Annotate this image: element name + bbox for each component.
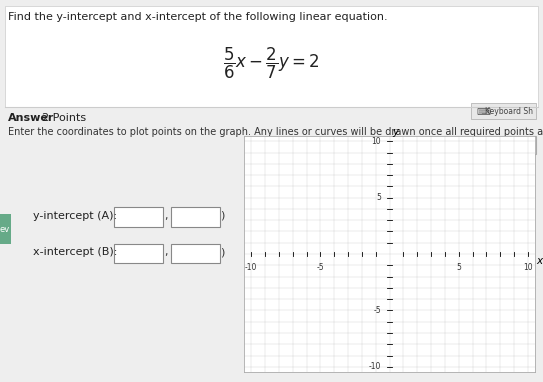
Text: x: x xyxy=(536,256,542,266)
Text: 5: 5 xyxy=(456,263,461,272)
FancyBboxPatch shape xyxy=(114,207,163,227)
Text: y-intercept (A):: y-intercept (A): xyxy=(33,211,117,221)
Text: ,: , xyxy=(164,247,167,257)
Text: -10: -10 xyxy=(369,362,381,371)
Text: 5: 5 xyxy=(376,193,381,202)
Text: ,: , xyxy=(164,211,167,221)
FancyBboxPatch shape xyxy=(471,103,536,119)
Text: ⌨: ⌨ xyxy=(476,107,490,117)
Text: 10: 10 xyxy=(523,263,533,272)
Text: ): ) xyxy=(220,247,225,257)
FancyBboxPatch shape xyxy=(114,244,163,263)
FancyBboxPatch shape xyxy=(0,214,11,244)
Text: x-intercept (B):: x-intercept (B): xyxy=(33,247,117,257)
Text: $\dfrac{5}{6}x - \dfrac{2}{7}y = 2$: $\dfrac{5}{6}x - \dfrac{2}{7}y = 2$ xyxy=(223,45,320,81)
Text: y: y xyxy=(393,127,399,137)
Text: Enable Zoom/Pan: Enable Zoom/Pan xyxy=(451,140,530,149)
FancyBboxPatch shape xyxy=(444,136,536,154)
Text: Answer: Answer xyxy=(8,113,54,123)
Text: Find the y-intercept and x-intercept of the following linear equation.: Find the y-intercept and x-intercept of … xyxy=(8,12,388,22)
Text: 2 Points: 2 Points xyxy=(42,113,86,123)
Text: ): ) xyxy=(220,211,225,221)
Text: -5: -5 xyxy=(374,306,381,315)
Text: -5: -5 xyxy=(317,263,324,272)
Text: -10: -10 xyxy=(245,263,257,272)
Text: 10: 10 xyxy=(371,137,381,146)
Text: Keyboard Sh: Keyboard Sh xyxy=(485,107,533,116)
FancyBboxPatch shape xyxy=(171,244,220,263)
FancyBboxPatch shape xyxy=(171,207,220,227)
FancyBboxPatch shape xyxy=(5,6,538,107)
Text: ev: ev xyxy=(0,225,9,234)
Text: Enter the coordinates to plot points on the graph. Any lines or curves will be d: Enter the coordinates to plot points on … xyxy=(8,127,543,137)
